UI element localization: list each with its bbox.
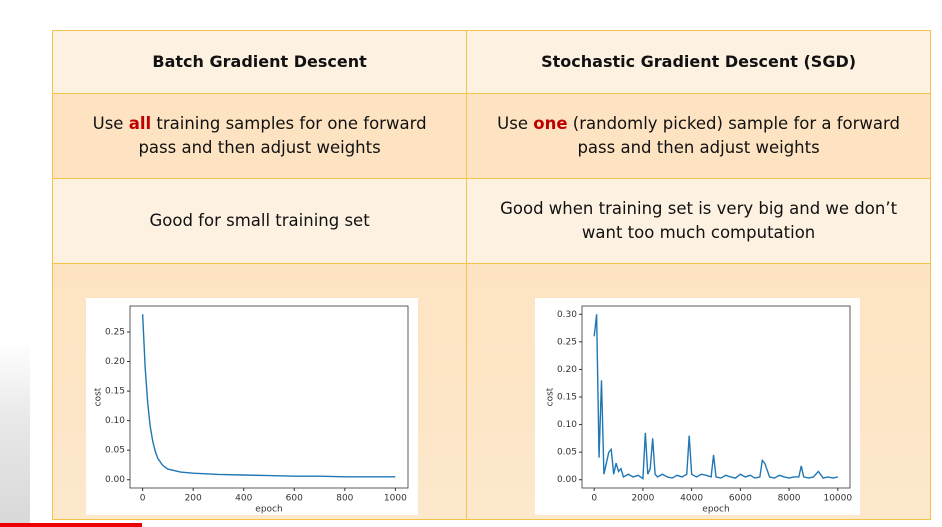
x-tick-label: 10000 (823, 494, 852, 504)
text: Use (92, 114, 129, 133)
y-tick-label: 0.05 (105, 446, 125, 456)
text: Use (497, 114, 534, 133)
x-tick-label: 800 (336, 494, 353, 504)
y-tick-label: 0.05 (557, 448, 577, 458)
y-tick-label: 0.10 (105, 416, 125, 426)
header: Stochastic Gradient Descent (SGD) (466, 30, 931, 94)
y-tick-label: 0.20 (557, 365, 577, 375)
x-tick-label: 6000 (729, 494, 752, 504)
x-tick-label: 0 (591, 494, 597, 504)
y-tick-label: 0.20 (105, 357, 125, 367)
y-tick-label: 0.15 (557, 393, 577, 403)
x-tick-label: 200 (185, 494, 202, 504)
y-tick-label: 0.30 (557, 310, 577, 320)
y-axis-label: cost (546, 387, 556, 406)
y-tick-label: 0.00 (557, 475, 577, 485)
highlight: one (533, 114, 568, 133)
x-tick-label: 2000 (631, 494, 654, 504)
y-tick-label: 0.10 (557, 420, 577, 430)
y-tick-label: 0.25 (557, 337, 577, 347)
y-axis-label: cost (94, 387, 104, 406)
x-tick-label: 4000 (680, 494, 703, 504)
x-tick-label: 0 (140, 494, 146, 504)
cell: Good when training set is very big and w… (466, 178, 931, 264)
y-tick-label: 0.15 (105, 387, 125, 397)
x-tick-label: 1000 (384, 494, 407, 504)
cell: Use one (randomly picked) sample for a f… (466, 93, 931, 179)
plot-frame (129, 305, 409, 489)
header: Batch Gradient Descent (51, 30, 468, 94)
x-tick-label: 600 (286, 494, 303, 504)
x-tick-label: 8000 (778, 494, 801, 504)
y-tick-label: 0.25 (105, 328, 125, 338)
progress-bar (0, 523, 142, 527)
plot-frame (581, 305, 851, 489)
text: (randomly picked) sample for a forward p… (567, 114, 900, 157)
cost-line (593, 314, 838, 480)
highlight: all (128, 114, 152, 133)
text: training samples for one forward pass an… (138, 114, 427, 157)
chart: 0.00 0.05 0.10 0.15 0.20 0.25 0.30 0 2000 4000 600… (535, 298, 860, 515)
chart: 0.00 0.05 0.10 0.15 0.20 0.25 0 200 400 600 800 100… (86, 298, 418, 515)
x-tick-label: 400 (235, 494, 252, 504)
cell: Good for small training set (51, 178, 468, 264)
x-axis-label: epoch (255, 505, 282, 515)
cell: Use all training samples for one forward… (51, 93, 468, 179)
x-axis-label: epoch (702, 505, 729, 515)
cost-line (141, 314, 396, 478)
y-tick-label: 0.00 (105, 475, 125, 485)
